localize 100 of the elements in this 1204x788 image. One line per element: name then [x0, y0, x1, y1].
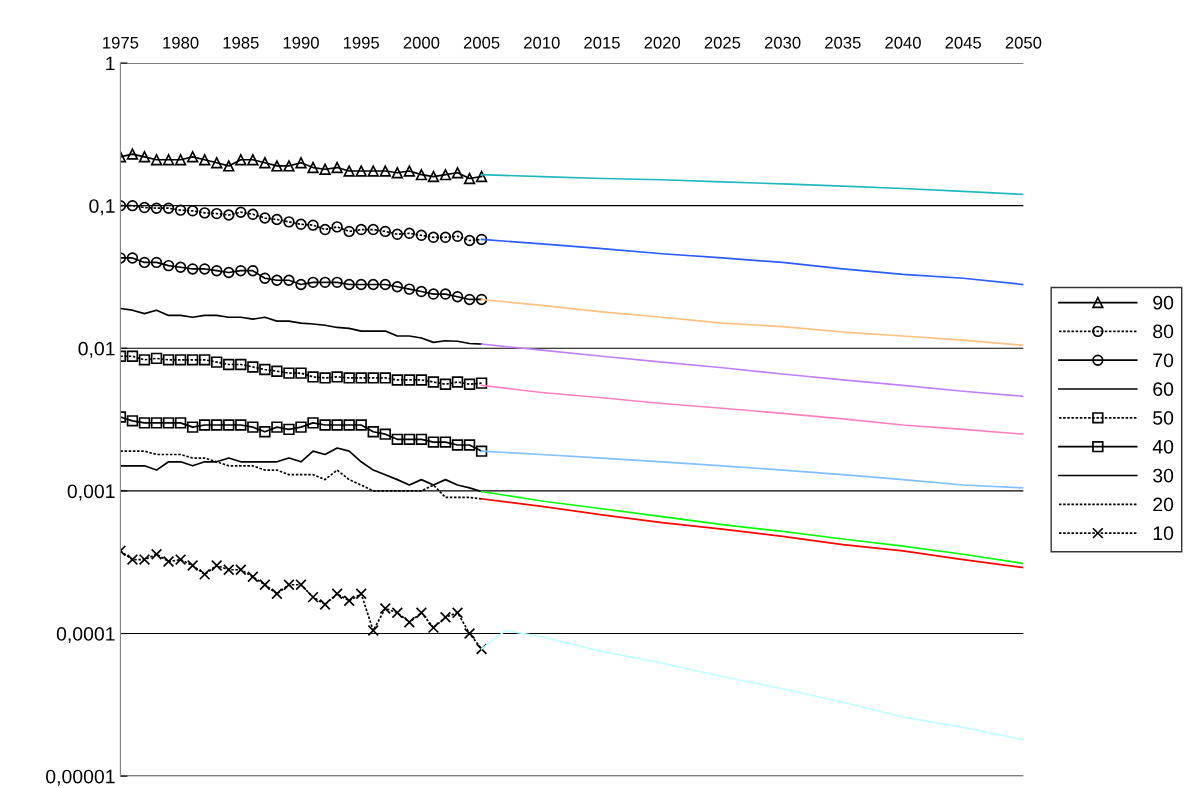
point [283, 367, 295, 379]
point [343, 225, 355, 238]
point [271, 588, 283, 600]
point [391, 228, 404, 240]
point [475, 377, 488, 389]
point [415, 285, 428, 298]
legend-label: 80 [1153, 324, 1174, 339]
point [211, 559, 223, 572]
point [463, 234, 476, 247]
point [463, 378, 476, 390]
point [475, 445, 488, 457]
x-tick-label: 2025 [704, 36, 741, 49]
point [138, 201, 151, 214]
point [247, 421, 259, 433]
point [307, 371, 319, 383]
point [343, 372, 355, 384]
point [295, 218, 307, 231]
point [379, 225, 391, 238]
x-tick-label: 1990 [283, 36, 319, 49]
point [343, 278, 355, 291]
point [162, 154, 175, 166]
point [174, 417, 187, 429]
x-tick-label: 2045 [945, 36, 982, 49]
point [355, 588, 367, 600]
point [331, 419, 343, 431]
point [451, 230, 464, 242]
point [355, 223, 367, 236]
point [198, 207, 211, 219]
point [186, 151, 199, 163]
point [391, 433, 404, 446]
point [174, 261, 187, 273]
point [427, 376, 440, 388]
point [271, 274, 283, 286]
point [403, 227, 416, 240]
point [150, 154, 163, 166]
x-tick-label: 2040 [885, 36, 921, 49]
point [367, 165, 379, 177]
point [379, 602, 391, 615]
point [403, 165, 416, 177]
point [235, 154, 247, 166]
point [150, 352, 163, 365]
point [307, 417, 319, 429]
point [235, 206, 247, 218]
line-series [480, 490, 1024, 565]
point [367, 624, 379, 637]
point [223, 419, 235, 431]
point [475, 170, 488, 183]
x-tick-label: 2050 [1005, 36, 1042, 49]
point [463, 293, 476, 306]
point [259, 363, 271, 376]
legend-label: 50 [1153, 411, 1174, 425]
point [451, 167, 464, 179]
y-tick-label: 0,00001 [46, 769, 115, 786]
point [451, 291, 464, 303]
line-series [480, 343, 1024, 398]
point [126, 415, 139, 427]
point [295, 157, 307, 169]
point [355, 419, 367, 431]
x-tick-label: 1985 [223, 36, 259, 49]
point [247, 361, 259, 373]
point [259, 212, 271, 224]
point [247, 208, 259, 220]
point [186, 354, 199, 366]
legend-label: 70 [1153, 353, 1174, 368]
point [198, 419, 211, 431]
point [319, 598, 331, 611]
point [355, 278, 367, 291]
point [307, 591, 319, 603]
point [150, 548, 163, 560]
point [259, 426, 271, 438]
point [319, 163, 331, 175]
point [126, 199, 139, 212]
point [247, 154, 259, 166]
point [415, 229, 428, 241]
x-tick-label: 2035 [825, 36, 861, 49]
point [223, 266, 235, 279]
point [355, 165, 367, 177]
point [150, 202, 163, 214]
point [271, 421, 283, 433]
point [355, 372, 367, 384]
point [415, 433, 428, 446]
point [415, 374, 428, 386]
point [307, 161, 319, 174]
line-series [120, 307, 483, 345]
point [138, 417, 151, 429]
point [319, 223, 331, 236]
point [367, 223, 379, 236]
legend-label: 30 [1153, 468, 1174, 483]
point [138, 354, 151, 366]
point [367, 372, 379, 384]
point [367, 426, 379, 438]
point [295, 278, 307, 291]
point [319, 276, 331, 289]
point [475, 233, 488, 246]
point [331, 588, 343, 600]
point [451, 376, 464, 388]
point [475, 643, 488, 655]
legend-label: 90 [1153, 295, 1174, 310]
point [283, 160, 295, 172]
point [162, 354, 175, 366]
